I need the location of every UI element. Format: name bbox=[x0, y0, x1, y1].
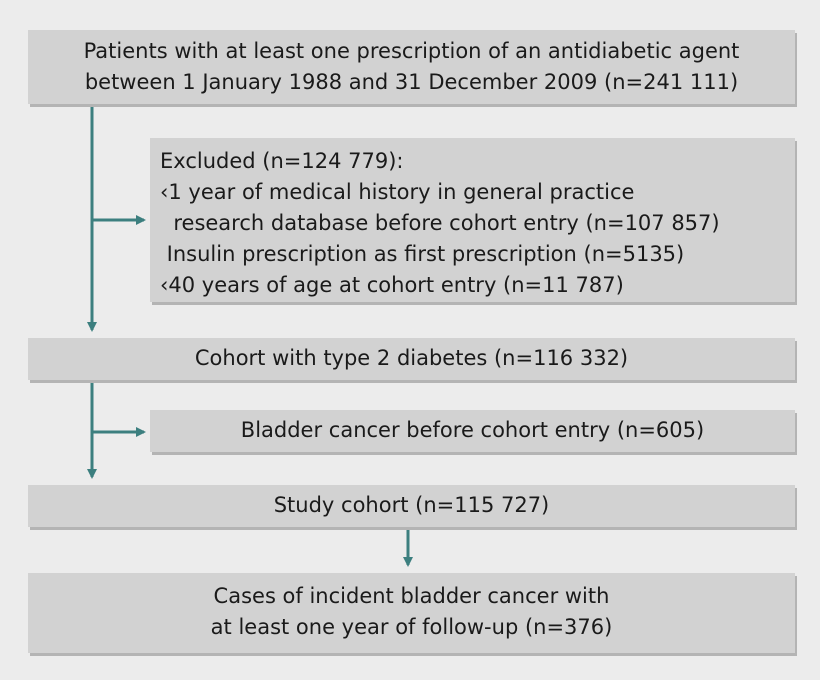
exclusion-item: ‹1 year of medical history in general pr… bbox=[160, 180, 635, 204]
cases-box: Cases of incident bladder cancer with at… bbox=[28, 573, 795, 653]
exclusion-title: Excluded (n=124 779): bbox=[160, 149, 404, 173]
exclusion-item: ‹40 years of age at cohort entry (n=11 7… bbox=[160, 273, 624, 297]
cohort-box: Cohort with type 2 diabetes (n=116 332) bbox=[28, 338, 795, 380]
exclusion2-label: Bladder cancer before cohort entry (n=60… bbox=[240, 418, 705, 442]
cases-line-1: Cases of incident bladder cancer with bbox=[213, 584, 610, 608]
start-line-2: between 1 January 1988 and 31 December 2… bbox=[84, 70, 739, 94]
exclusion-box-2: Bladder cancer before cohort entry (n=60… bbox=[150, 410, 795, 452]
study-cohort-box: Study cohort (n=115 727) bbox=[28, 485, 795, 527]
exclusion-item: Insulin prescription as first prescripti… bbox=[160, 242, 685, 266]
exclusion-box-1: Excluded (n=124 779): ‹1 year of medical… bbox=[150, 138, 795, 302]
start-line-1: Patients with at least one prescription … bbox=[83, 39, 740, 63]
start-population-box: Patients with at least one prescription … bbox=[28, 30, 795, 104]
study-cohort-label: Study cohort (n=115 727) bbox=[273, 493, 550, 517]
exclusion-item: research database before cohort entry (n… bbox=[160, 211, 720, 235]
cases-line-2: at least one year of follow-up (n=376) bbox=[210, 615, 613, 639]
cohort-label: Cohort with type 2 diabetes (n=116 332) bbox=[194, 346, 629, 370]
